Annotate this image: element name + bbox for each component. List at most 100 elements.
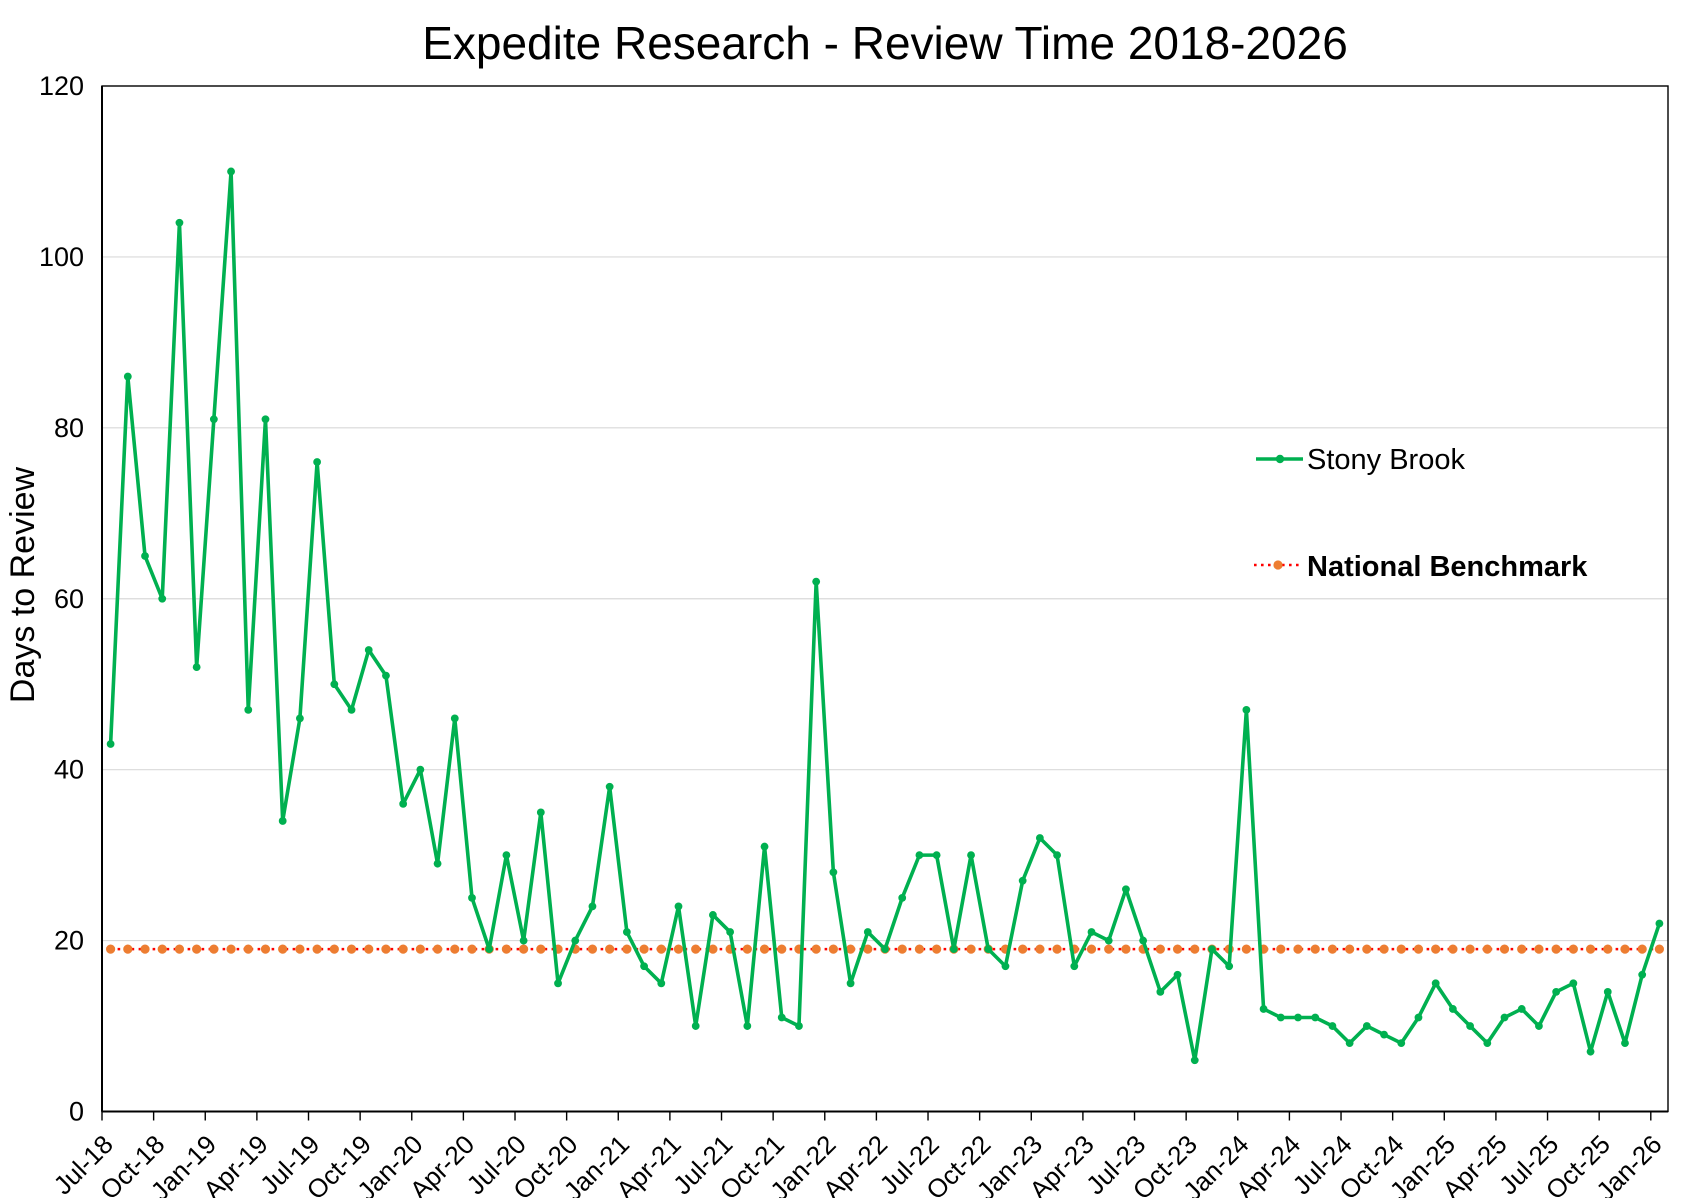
stony-brook-point-marker	[1483, 1039, 1492, 1048]
stony-brook-point-marker	[1208, 945, 1216, 954]
benchmark-point-marker	[673, 944, 684, 954]
stony-brook-point-marker	[605, 782, 614, 791]
stony-brook-point-marker	[175, 218, 184, 227]
stony-brook-point-marker	[760, 842, 769, 851]
y-tick-label: 120	[39, 71, 84, 101]
legend-label-stony-brook: Stony Brook	[1307, 444, 1465, 476]
benchmark-point-marker	[260, 944, 271, 954]
stony-brook-point-marker	[846, 979, 855, 988]
stony-brook-point-marker	[1638, 970, 1647, 979]
benchmark-point-marker	[1413, 944, 1424, 954]
benchmark-point-marker	[1362, 944, 1372, 954]
benchmark-point-marker	[278, 944, 288, 954]
stony-brook-point-marker	[1190, 1056, 1199, 1065]
stony-brook-point-marker	[450, 714, 459, 723]
series-stony-brook	[106, 167, 1664, 1065]
stony-brook-point-marker	[433, 859, 442, 868]
stony-brook-point-marker	[502, 851, 511, 860]
legend-entry-national-benchmark: National Benchmark	[1254, 551, 1588, 583]
stony-brook-point-marker	[519, 936, 528, 945]
stony-brook-marker-icon	[1275, 454, 1285, 464]
benchmark-point-marker	[1293, 944, 1303, 954]
stony-brook-point-marker	[468, 893, 476, 902]
legend: Stony Brook National Benchmark	[1254, 444, 1588, 583]
stony-brook-point-marker	[622, 928, 631, 936]
benchmark-point-marker	[1121, 944, 1131, 954]
benchmark-point-marker	[777, 944, 787, 954]
stony-brook-point-marker	[640, 962, 648, 971]
y-tick-label: 80	[54, 413, 84, 443]
stony-brook-point-marker	[691, 1022, 700, 1030]
stony-brook-point-marker	[812, 577, 821, 586]
benchmark-point-marker	[897, 944, 907, 954]
stony-brook-point-marker	[192, 663, 201, 672]
benchmark-point-marker	[1585, 944, 1596, 954]
stony-brook-point-marker	[674, 902, 683, 911]
benchmark-point-marker	[1396, 944, 1406, 954]
benchmark-point-marker	[708, 944, 718, 954]
stony-brook-point-marker	[1035, 834, 1044, 842]
benchmark-point-marker	[1620, 944, 1630, 954]
benchmark-point-marker	[364, 944, 374, 954]
stony-brook-point-marker	[777, 1013, 786, 1022]
benchmark-point-marker	[811, 944, 821, 954]
stony-brook-point-marker	[261, 415, 270, 424]
y-tick-label: 100	[39, 242, 84, 272]
stony-brook-point-marker	[1414, 1013, 1423, 1022]
stony-brook-point-marker	[1448, 1005, 1457, 1013]
stony-brook-point-marker	[364, 646, 373, 654]
benchmark-point-marker	[312, 944, 322, 954]
benchmark-point-marker	[1499, 944, 1510, 954]
benchmark-point-marker	[519, 944, 529, 954]
stony-brook-point-marker	[932, 851, 941, 860]
benchmark-point-marker	[1551, 944, 1561, 954]
stony-brook-point-marker	[588, 902, 597, 911]
benchmark-point-marker	[605, 944, 615, 954]
benchmark-point-marker	[295, 944, 305, 954]
benchmark-point-marker	[863, 944, 873, 954]
y-axis-title: Days to Review	[4, 466, 42, 703]
stony-brook-point-marker	[1380, 1030, 1388, 1039]
stony-brook-point-marker	[536, 808, 545, 817]
benchmark-point-marker	[1379, 944, 1389, 954]
stony-brook-point-marker	[1655, 919, 1664, 928]
benchmark-point-marker	[1327, 944, 1338, 954]
benchmark-point-marker	[415, 944, 425, 954]
stony-brook-point-marker	[1053, 851, 1061, 860]
stony-brook-point-marker	[123, 372, 132, 381]
stony-brook-point-marker	[967, 851, 975, 860]
benchmark-point-marker	[192, 944, 202, 954]
stony-brook-point-marker	[709, 911, 717, 919]
stony-brook-point-marker	[1294, 1013, 1302, 1022]
stony-brook-point-marker	[1122, 885, 1130, 894]
benchmark-point-marker	[1104, 944, 1114, 954]
stony-brook-point-marker	[1087, 928, 1096, 936]
benchmark-point-marker	[1310, 944, 1320, 954]
benchmark-point-marker	[140, 944, 150, 954]
stony-brook-point-marker	[1104, 936, 1113, 945]
benchmark-point-marker	[1086, 944, 1097, 954]
y-tick-label: 60	[54, 584, 84, 614]
stony-brook-point-marker	[657, 979, 666, 988]
stony-brook-point-marker	[743, 1022, 752, 1030]
benchmark-point-marker	[1654, 944, 1664, 954]
benchmark-point-marker	[346, 944, 357, 954]
benchmark-point-marker	[209, 944, 219, 954]
stony-brook-point-marker	[330, 680, 339, 689]
stony-brook-point-marker	[1070, 962, 1079, 971]
benchmark-point-marker	[845, 944, 856, 954]
stony-brook-point-marker	[141, 552, 149, 560]
y-tick-label: 40	[54, 755, 84, 785]
benchmark-point-marker	[1431, 944, 1441, 954]
benchmark-point-marker	[691, 944, 701, 954]
benchmark-point-marker	[828, 944, 838, 954]
stony-brook-point-marker	[158, 594, 167, 603]
benchmark-point-marker	[1035, 944, 1045, 954]
benchmark-point-marker	[1190, 944, 1200, 954]
benchmark-point-marker	[1172, 944, 1183, 954]
benchmark-point-marker	[1241, 944, 1251, 954]
stony-brook-point-marker	[1156, 987, 1165, 996]
stony-brook-point-marker	[726, 928, 735, 936]
stony-brook-point-marker	[1500, 1013, 1509, 1022]
legend-label-national-benchmark: National Benchmark	[1307, 551, 1588, 583]
